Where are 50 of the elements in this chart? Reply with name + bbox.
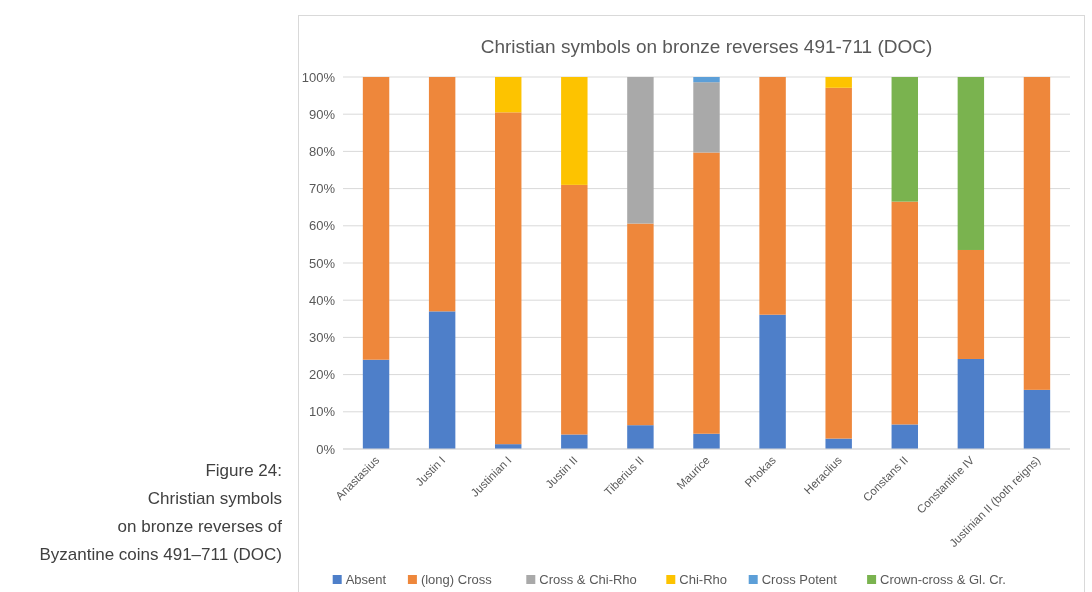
legend-label: Crown-cross & Gl. Cr. bbox=[880, 572, 1006, 587]
text: Christian symbols bbox=[147, 489, 282, 508]
bar bbox=[693, 152, 720, 434]
y-tick-label: 0% bbox=[316, 441, 336, 457]
y-tick-label: 50% bbox=[308, 255, 336, 271]
y-tick-label: 70% bbox=[308, 181, 336, 197]
y-tick-label: 80% bbox=[308, 143, 336, 159]
text: Byzantine coins 491–711 (DOC) bbox=[39, 545, 282, 564]
bar bbox=[693, 433, 720, 449]
legend-label: Absent bbox=[345, 572, 387, 587]
bar bbox=[627, 425, 654, 449]
y-tick-label: 100% bbox=[301, 69, 336, 85]
bar bbox=[957, 249, 985, 359]
bar bbox=[362, 359, 390, 449]
chart-title: Christian symbols on bronze reverses 491-711 (DOC) bbox=[480, 36, 933, 57]
bar bbox=[825, 87, 852, 439]
bar bbox=[561, 77, 588, 185]
bar bbox=[1023, 389, 1051, 449]
bar bbox=[495, 112, 522, 445]
bar bbox=[1023, 77, 1051, 390]
bar bbox=[495, 77, 522, 113]
bar bbox=[693, 77, 720, 83]
y-tick-label: 20% bbox=[308, 367, 336, 383]
legend-label: Cross & Chi-Rho bbox=[539, 572, 637, 587]
y-tick-label: 60% bbox=[308, 218, 336, 234]
y-tick-label: 30% bbox=[308, 329, 336, 345]
bar bbox=[957, 77, 985, 250]
bar bbox=[561, 434, 588, 449]
bar bbox=[759, 77, 786, 315]
bar bbox=[825, 77, 852, 88]
bar bbox=[693, 82, 720, 153]
bar bbox=[428, 311, 456, 449]
caption: Figure 24: bbox=[205, 461, 282, 480]
bar bbox=[362, 77, 390, 360]
bar bbox=[891, 77, 918, 202]
bar bbox=[627, 223, 654, 426]
legend-label: Chi-Rho bbox=[679, 572, 727, 587]
bar bbox=[561, 184, 588, 435]
text: on bronze reverses of bbox=[117, 517, 283, 536]
y-tick-label: 90% bbox=[308, 106, 336, 122]
bar bbox=[891, 424, 918, 449]
y-tick-label: 40% bbox=[308, 292, 336, 308]
bar bbox=[627, 77, 654, 224]
bar bbox=[891, 201, 918, 425]
bar bbox=[759, 314, 786, 449]
y-tick-label: 10% bbox=[308, 404, 336, 420]
bar bbox=[957, 358, 985, 449]
bar bbox=[428, 77, 456, 312]
legend-label: Cross Potent bbox=[761, 572, 838, 587]
legend-label: (long) Cross bbox=[420, 572, 493, 587]
